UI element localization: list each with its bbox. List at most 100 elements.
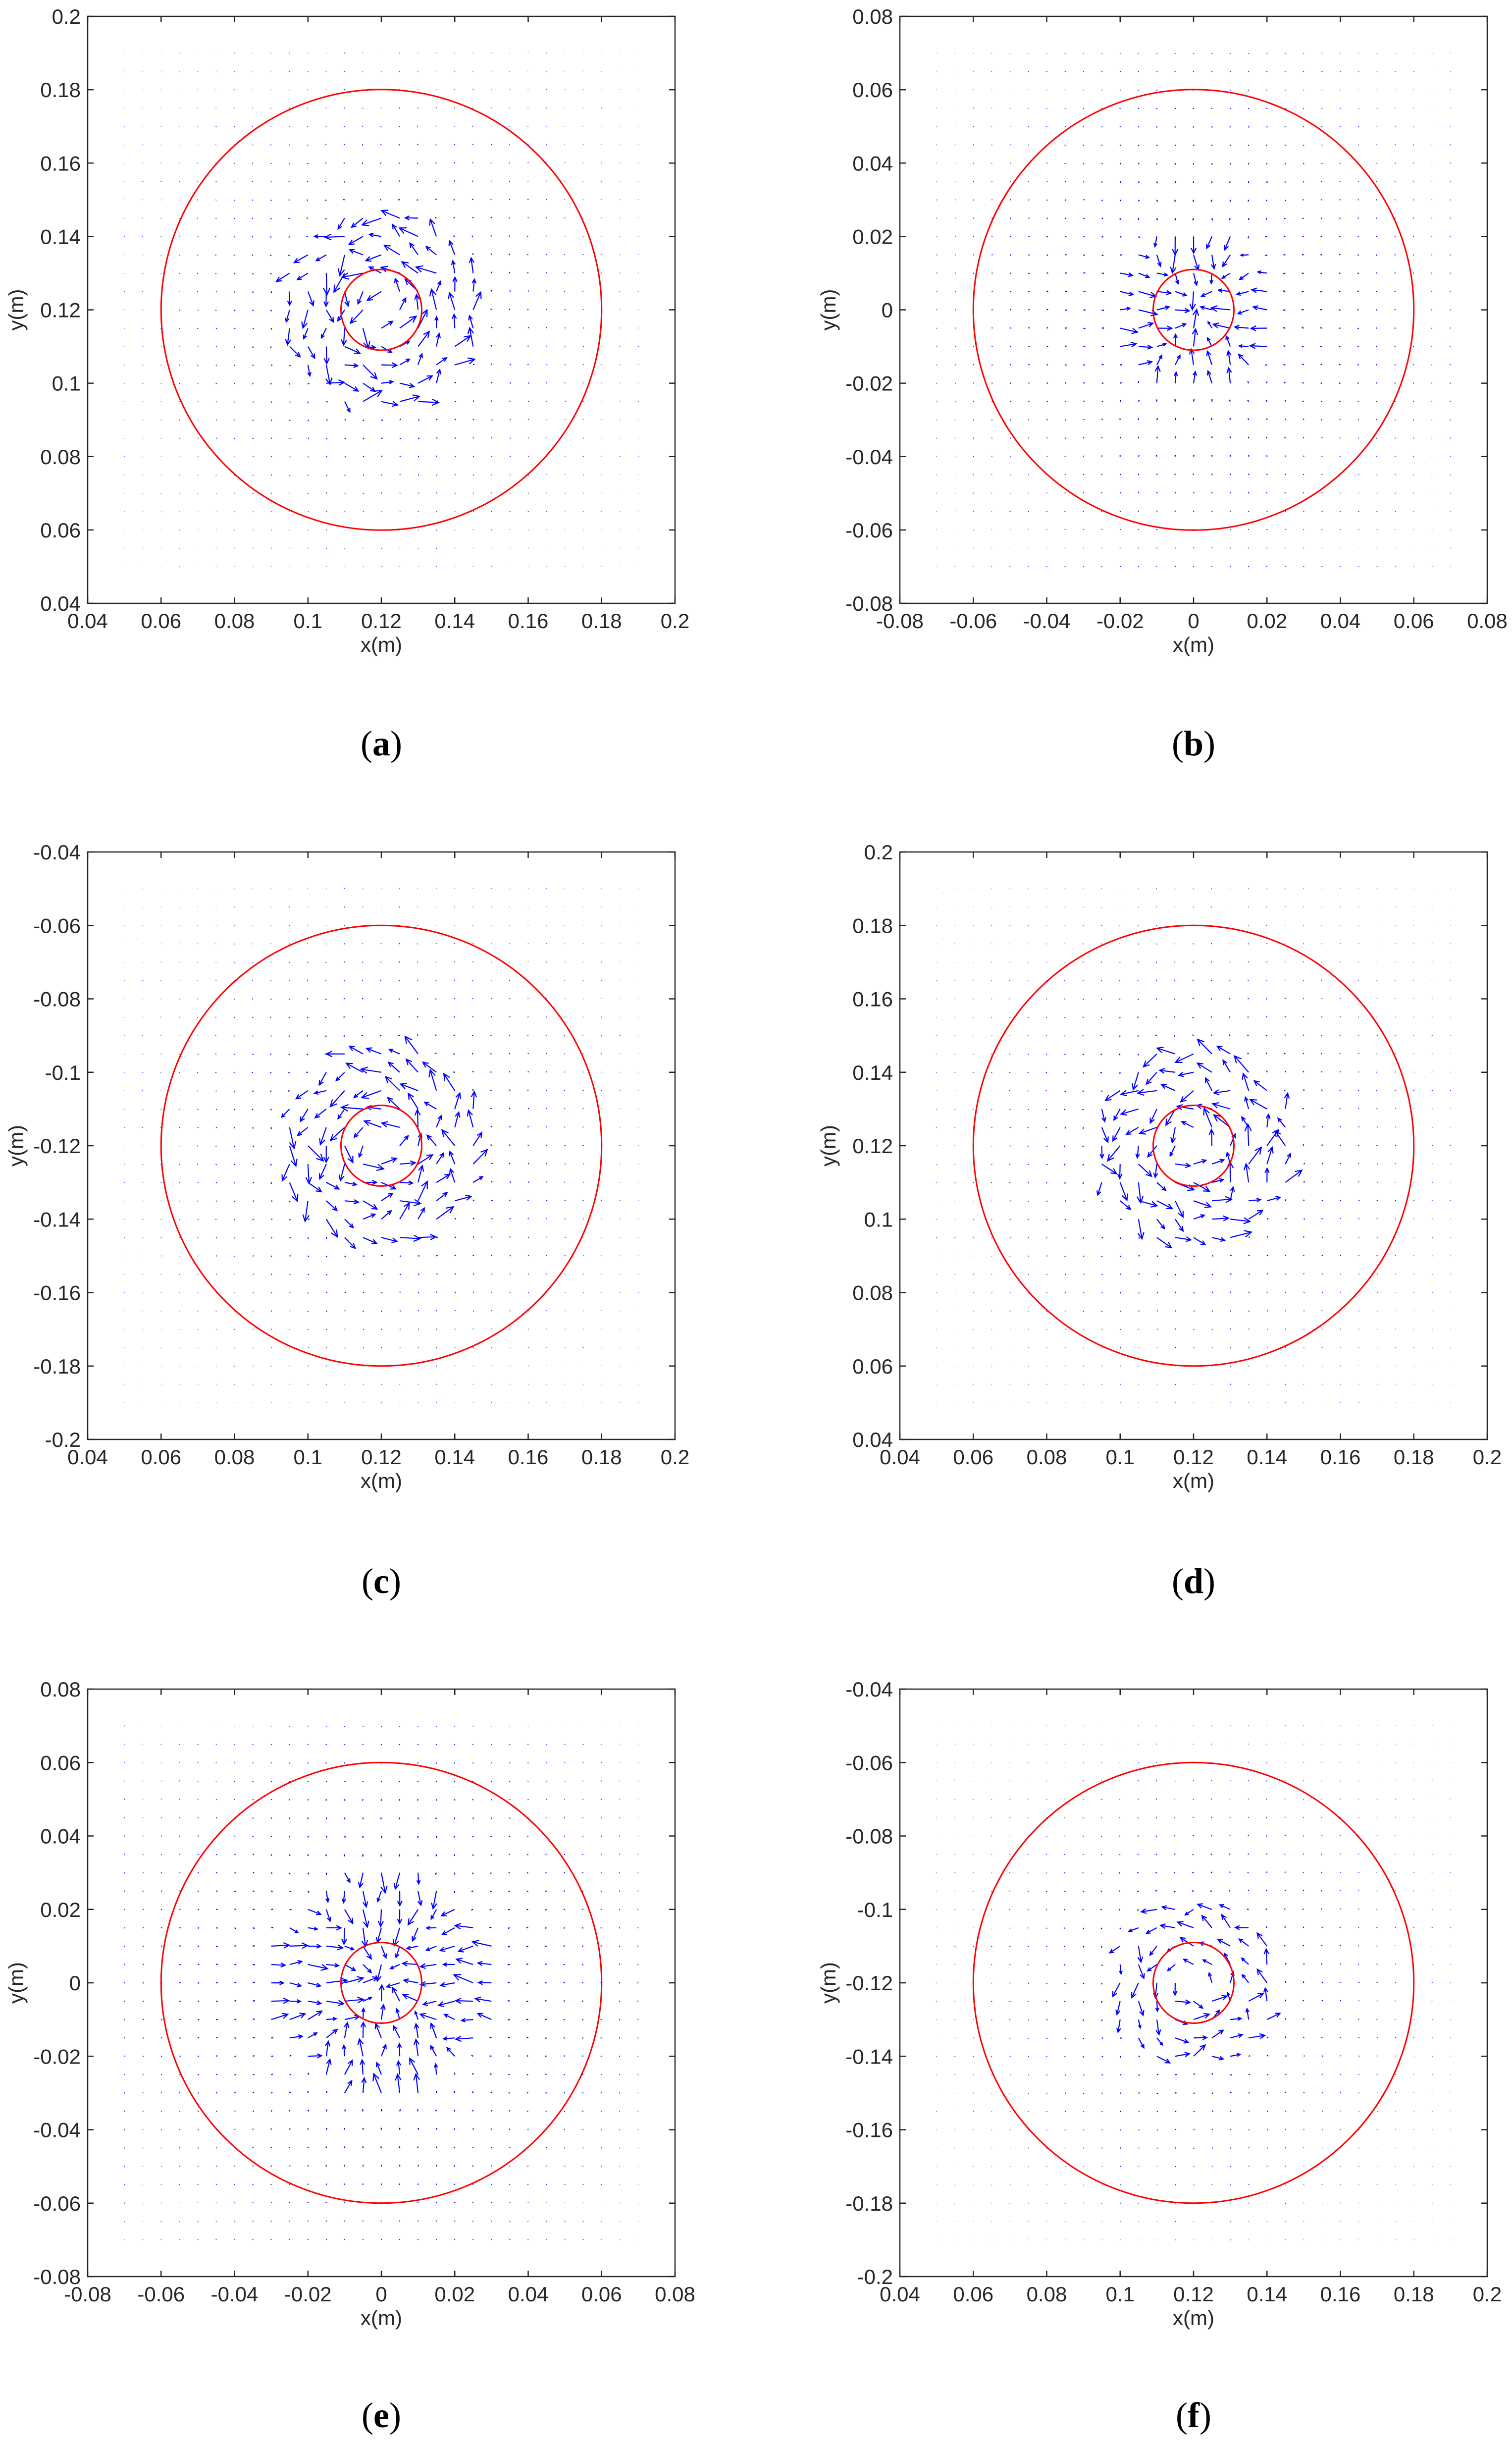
quiver-arrow <box>436 1152 444 1165</box>
quiver-arrow <box>1147 1964 1157 1972</box>
quiver-arrow <box>1247 399 1250 402</box>
quiver-arrow <box>527 1108 529 1110</box>
quiver-arrow <box>472 1836 474 1838</box>
y-tick-label: -0.08 <box>845 592 893 615</box>
quiver-arrow <box>380 1836 382 1838</box>
quiver-arrow <box>399 1234 421 1242</box>
quiver-arrow <box>973 401 975 402</box>
quiver-arrow <box>344 363 359 368</box>
quiver-arrow <box>417 330 430 347</box>
quiver-arrow <box>1285 1152 1291 1165</box>
quiver-arrow <box>1192 473 1195 476</box>
quiver-arrow <box>1082 1090 1084 1092</box>
quiver-arrow <box>1137 1909 1139 1911</box>
quiver-arrow <box>454 1923 473 1930</box>
quiver-arrow <box>472 1872 474 1875</box>
quiver-arrow <box>1083 1817 1084 1819</box>
quiver-arrow <box>326 2028 338 2039</box>
quiver-arrow <box>1192 308 1199 328</box>
quiver-arrow <box>1265 217 1268 220</box>
y-tick-label: 0.06 <box>852 1355 893 1378</box>
quiver-arrow <box>1028 1182 1030 1184</box>
quiver-arrow <box>1230 163 1231 165</box>
quiver-arrow <box>1175 291 1188 297</box>
x-tick-label: 0.1 <box>1106 2283 1135 2306</box>
quiver-arrow <box>436 418 438 421</box>
quiver-arrow <box>252 327 254 330</box>
quiver-arrow <box>1137 1890 1139 1893</box>
quiver-arrow <box>436 1291 438 1293</box>
quiver-arrow <box>1212 322 1231 329</box>
quiver-arrow <box>1413 511 1414 512</box>
quiver-arrow <box>1320 364 1323 366</box>
quiver-arrow <box>1135 1145 1140 1159</box>
quiver-arrow <box>376 1927 382 1944</box>
chart-panel-d: 0.04 0.06 0.08 0.1 0.12 0.14 0.16 0.18 0.2 0.04 0.… <box>817 841 1502 1601</box>
quiver-arrow <box>490 2202 492 2204</box>
quiver-arrow <box>1206 236 1213 250</box>
quiver-arrow <box>341 1927 347 1946</box>
quiver-arrow <box>1192 370 1198 383</box>
quiver-arrow <box>429 218 437 237</box>
quiver-arrow <box>307 1145 324 1162</box>
quiver-arrow <box>527 290 529 292</box>
quiver-arrow <box>307 1799 309 1801</box>
quiver-arrow <box>313 234 326 239</box>
quiver-field <box>123 888 639 1404</box>
quiver-arrow <box>1175 1255 1177 1258</box>
x-tick-label: 0.06 <box>141 1445 181 1469</box>
quiver-arrow <box>1211 1237 1226 1242</box>
quiver-arrow <box>361 1090 382 1099</box>
quiver-arrow <box>1065 290 1067 292</box>
quiver-arrow <box>564 1817 566 1818</box>
quiver-arrow <box>428 1068 437 1091</box>
quiver-arrow <box>344 1255 346 1258</box>
y-tick-label: 0.16 <box>852 988 893 1011</box>
quiver-arrow <box>1083 419 1085 421</box>
quiver-arrow <box>1239 253 1249 257</box>
quiver-arrow <box>393 2024 401 2038</box>
quiver-arrow <box>619 1964 621 1965</box>
quiver-arrow <box>307 475 309 476</box>
quiver-arrow <box>381 1210 392 1220</box>
y-tick-label: -0.02 <box>845 372 893 395</box>
quiver-arrow <box>436 368 442 383</box>
quiver-arrow <box>1193 1255 1196 1258</box>
quiver-arrow <box>326 1963 340 1968</box>
quiver-arrow <box>1082 1109 1084 1111</box>
quiver-arrow <box>1357 400 1359 402</box>
quiver-arrow <box>490 1872 492 1874</box>
quiver-arrow <box>449 1168 456 1183</box>
quiver-arrow <box>1100 998 1102 1000</box>
quiver-arrow <box>435 198 437 201</box>
quiver-arrow <box>545 2110 547 2112</box>
quiver-arrow <box>1193 2035 1208 2040</box>
quiver-arrow <box>1193 1214 1206 1220</box>
quiver-arrow <box>399 316 417 329</box>
quiver-arrow <box>1256 270 1267 274</box>
quiver-arrow <box>1193 1182 1211 1192</box>
quiver-arrow <box>344 1199 360 1205</box>
quiver-arrow <box>1174 181 1177 183</box>
quiver-arrow <box>439 1945 455 1952</box>
quiver-arrow <box>1138 272 1150 278</box>
quiver-arrow <box>289 1982 303 1987</box>
quiver-arrow <box>307 1292 309 1294</box>
quiver-arrow <box>413 2038 420 2057</box>
x-tick-label: 0.02 <box>434 2283 475 2306</box>
quiver-arrow <box>1175 1236 1193 1242</box>
quiver-arrow <box>446 2047 456 2057</box>
quiver-arrow <box>380 1946 387 1959</box>
quiver-arrow <box>1242 1072 1250 1091</box>
quiver-arrow <box>991 1182 992 1183</box>
quiver-arrow <box>1161 1905 1176 1911</box>
quiver-arrow <box>453 216 455 219</box>
quiver-arrow <box>1120 236 1122 238</box>
quiver-arrow <box>436 1173 451 1183</box>
quiver-arrow <box>1028 2074 1030 2075</box>
quiver-arrow <box>363 364 378 380</box>
quiver-arrow <box>472 253 474 255</box>
quiver-arrow <box>380 979 382 981</box>
quiver-arrow <box>1101 1200 1103 1203</box>
quiver-arrow <box>307 2109 310 2112</box>
